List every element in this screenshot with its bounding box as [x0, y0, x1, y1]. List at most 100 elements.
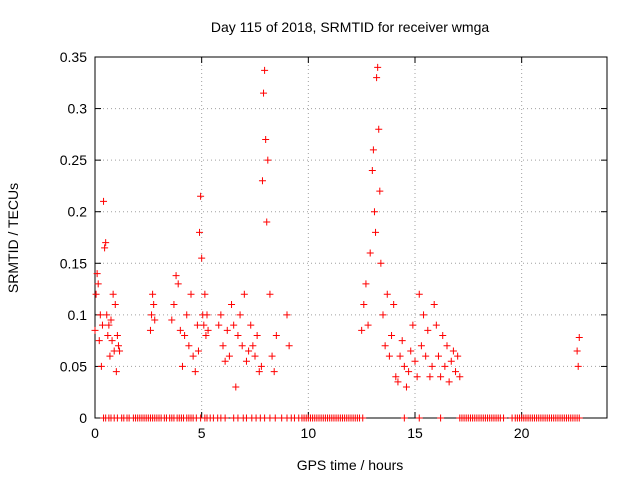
data-point [373, 74, 381, 82]
data-point [185, 342, 193, 350]
data-point [149, 290, 157, 298]
data-point [230, 321, 238, 329]
y-axis-ticks: 0 0.05 0.1 0.15 0.2 0.25 0.3 0.35 [60, 49, 607, 426]
data-point [272, 331, 280, 339]
data-point [266, 290, 274, 298]
y-tick-label: 0.3 [68, 101, 88, 117]
data-point [170, 301, 178, 309]
data-point [197, 192, 205, 200]
data-point [430, 301, 438, 309]
data-point [407, 347, 415, 355]
data-point [253, 331, 261, 339]
x-tick-label: 0 [91, 425, 99, 441]
data-point [240, 290, 248, 298]
y-axis-label: SRMTID / TECUs [5, 183, 21, 293]
data-point [396, 352, 404, 360]
data-point [201, 290, 209, 298]
data-point [215, 321, 223, 329]
data-point [202, 331, 210, 339]
data-point [390, 301, 398, 309]
x-tick-label: 20 [514, 425, 530, 441]
data-point [148, 311, 156, 319]
data-point [223, 326, 231, 334]
data-point [111, 301, 119, 309]
x-tick-label: 15 [407, 425, 423, 441]
data-point [247, 321, 255, 329]
data-point [449, 347, 457, 355]
data-point [93, 270, 101, 278]
data-point [372, 228, 380, 236]
data-point [260, 89, 268, 97]
data-point [194, 347, 202, 355]
data-point [379, 311, 387, 319]
data-point [172, 272, 180, 280]
data-point [98, 321, 106, 329]
data-point [368, 166, 376, 174]
data-point [191, 368, 199, 376]
data-point [264, 156, 272, 164]
data-point [417, 342, 425, 350]
data-point [100, 197, 108, 205]
data-point [366, 249, 374, 257]
data-point [193, 321, 201, 329]
data-point [198, 254, 206, 262]
data-point [268, 352, 276, 360]
data-point [228, 301, 236, 309]
data-point [92, 290, 100, 298]
data-point [437, 414, 445, 422]
data-point [97, 362, 105, 370]
data-points [91, 63, 583, 422]
data-point [204, 326, 212, 334]
data-point [108, 337, 116, 345]
data-point [285, 342, 293, 350]
data-point [176, 326, 184, 334]
data-point [375, 125, 383, 133]
data-point [441, 362, 449, 370]
data-point [415, 414, 423, 422]
data-point [420, 311, 428, 319]
data-point [203, 311, 211, 319]
data-point [221, 414, 229, 422]
data-point [236, 311, 244, 319]
data-point [445, 378, 453, 386]
data-point [178, 362, 186, 370]
data-point [262, 136, 270, 144]
data-point [101, 244, 109, 252]
data-point [443, 342, 451, 350]
data-point [102, 239, 110, 247]
data-point [249, 342, 257, 350]
data-point [94, 280, 102, 288]
data-point [437, 373, 445, 381]
data-point [398, 337, 406, 345]
data-point [370, 208, 378, 216]
data-point [392, 373, 400, 381]
data-point [174, 280, 182, 288]
data-point [219, 342, 227, 350]
data-point [232, 383, 240, 391]
data-point [424, 326, 432, 334]
data-point [257, 362, 265, 370]
data-point [91, 326, 99, 334]
data-point [150, 301, 158, 309]
data-point [573, 347, 581, 355]
x-tick-label: 10 [301, 425, 317, 441]
chart-title: Day 115 of 2018, SRMTID for receiver wmg… [211, 19, 490, 35]
data-point [109, 290, 117, 298]
data-point [381, 342, 389, 350]
data-point [394, 378, 402, 386]
data-point [574, 362, 582, 370]
data-point [439, 331, 447, 339]
data-point [116, 347, 124, 355]
y-tick-label: 0 [79, 410, 87, 426]
data-point [411, 357, 419, 365]
data-point [409, 321, 417, 329]
data-point [245, 347, 253, 355]
data-point [575, 414, 583, 422]
data-point [242, 357, 250, 365]
data-point [221, 357, 229, 365]
data-point [426, 373, 434, 381]
data-point [168, 316, 176, 324]
data-point [376, 187, 384, 195]
data-point [95, 337, 103, 345]
